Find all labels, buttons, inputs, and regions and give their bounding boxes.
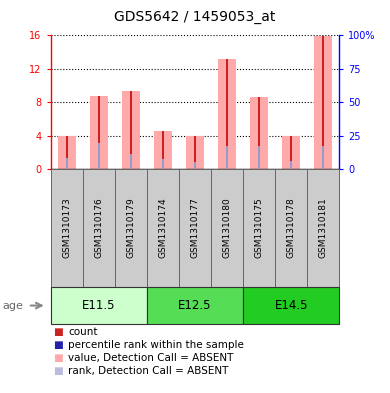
Text: GSM1310179: GSM1310179 (126, 198, 135, 258)
Bar (179, 169, 211, 287)
Bar (83, 169, 115, 287)
Text: E12.5: E12.5 (178, 299, 212, 312)
Text: GSM1310180: GSM1310180 (223, 198, 232, 258)
Bar (130, 154, 132, 169)
Text: GSM1310174: GSM1310174 (158, 198, 167, 258)
Bar (211, 169, 243, 287)
Bar (98, 96, 100, 169)
Text: ■: ■ (53, 366, 62, 376)
Bar (282, 136, 300, 169)
Bar (98, 143, 100, 169)
Bar (194, 136, 196, 169)
Bar (194, 162, 196, 169)
Bar (162, 131, 164, 169)
Bar (226, 59, 228, 169)
Text: ■: ■ (53, 340, 62, 350)
Text: rank, Detection Call = ABSENT: rank, Detection Call = ABSENT (68, 366, 229, 376)
Text: GSM1310176: GSM1310176 (94, 198, 103, 258)
Bar (162, 159, 164, 169)
Bar (314, 36, 332, 169)
Bar (243, 169, 275, 287)
Text: count: count (68, 327, 98, 337)
Bar (243, 287, 339, 324)
Text: GSM1310178: GSM1310178 (287, 198, 296, 258)
Bar (290, 162, 292, 169)
Text: GSM1310175: GSM1310175 (255, 198, 264, 258)
Bar (226, 145, 228, 169)
Text: GSM1310173: GSM1310173 (62, 198, 71, 258)
Bar (275, 169, 307, 287)
Text: GSM1310181: GSM1310181 (319, 198, 328, 258)
Text: ■: ■ (53, 353, 62, 363)
Bar (258, 97, 260, 169)
Bar (90, 96, 108, 169)
Bar (66, 136, 68, 169)
Bar (154, 131, 172, 169)
Bar (218, 59, 236, 169)
Bar (51, 169, 83, 287)
Bar (307, 169, 339, 287)
Bar (322, 145, 324, 169)
Text: percentile rank within the sample: percentile rank within the sample (68, 340, 244, 350)
Bar (130, 91, 132, 169)
Text: E14.5: E14.5 (275, 299, 308, 312)
Text: age: age (2, 301, 23, 310)
Bar (186, 136, 204, 169)
Bar (115, 169, 147, 287)
Text: E11.5: E11.5 (82, 299, 115, 312)
Text: GSM1310177: GSM1310177 (190, 198, 200, 258)
Bar (58, 136, 76, 169)
Bar (322, 36, 324, 169)
Bar (147, 287, 243, 324)
Text: value, Detection Call = ABSENT: value, Detection Call = ABSENT (68, 353, 234, 363)
Bar (51, 287, 147, 324)
Bar (122, 91, 140, 169)
Bar (290, 136, 292, 169)
Text: ■: ■ (53, 327, 62, 337)
Bar (250, 97, 268, 169)
Bar (258, 145, 260, 169)
Text: GDS5642 / 1459053_at: GDS5642 / 1459053_at (114, 10, 276, 24)
Bar (147, 169, 179, 287)
Bar (66, 158, 68, 169)
